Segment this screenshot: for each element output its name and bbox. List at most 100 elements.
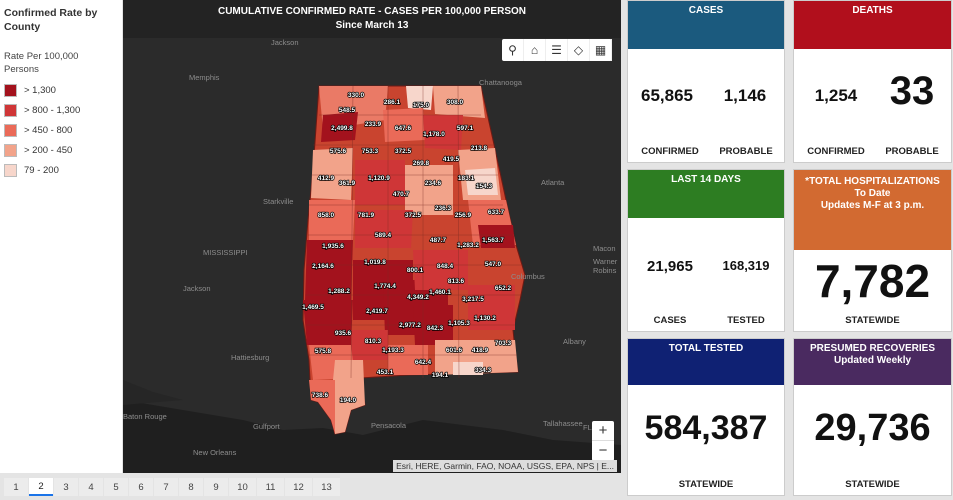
page-tab-4[interactable]: 4 [79,478,103,496]
county-rate-label[interactable]: 361.9 [338,179,356,187]
cases-probable-value: 1,146 [723,86,767,105]
county-rate-label[interactable]: 597.1 [456,124,474,132]
county-rate-label[interactable]: 1,283.2 [456,241,479,249]
county-rate-label[interactable]: 652.2 [494,284,512,292]
legend-item: 79 - 200 [4,160,118,180]
page-tab-3[interactable]: 3 [54,478,78,496]
page-tab-5[interactable]: 5 [104,478,128,496]
county-rate-label[interactable]: 1,120.9 [367,174,390,182]
county-rate-label[interactable]: 633.7 [487,208,505,216]
county-rate-label[interactable]: 1,288.2 [327,287,350,295]
county-rate-label[interactable]: 1,130.2 [473,314,496,322]
page-tab-10[interactable]: 10 [229,478,256,496]
county-rate-label[interactable]: 334.3 [474,366,492,374]
page-tab-12[interactable]: 12 [285,478,312,496]
page-tab-6[interactable]: 6 [129,478,153,496]
page-tab-9[interactable]: 9 [204,478,228,496]
county-rate-label[interactable]: 175.0 [412,101,430,109]
county-rate-label[interactable]: 842.3 [426,324,444,332]
county-rate-label[interactable]: 4,349.2 [406,293,429,301]
county-rate-label[interactable]: 233.9 [364,120,382,128]
page-tab-8[interactable]: 8 [179,478,203,496]
cases-card-header: CASES [628,1,784,49]
county-rate-label[interactable]: 1,178.0 [422,130,445,138]
page-tab-2[interactable]: 2 [29,478,53,496]
total-tested-card: TOTAL TESTED 584,387 STATEWIDE [627,338,785,496]
map-title-line2: Since March 13 [335,20,409,31]
county-rate-label[interactable]: 453.1 [376,368,394,376]
county-rate-label[interactable]: 703.3 [494,339,512,347]
county-rate-label[interactable]: 858.0 [317,211,335,219]
map-attribution[interactable]: Esri, HERE, Garmin, FAO, NOAA, USGS, EPA… [393,460,617,472]
place-label: Columbus [511,272,545,281]
zoom-out-button[interactable]: − [598,442,608,459]
list-icon[interactable]: ☰ [546,39,568,61]
hospitalizations-header: *TOTAL HOSPITALIZATIONS To Date Updates … [794,170,951,250]
map-view[interactable]: 330.0 548.5 286.1 175.0 308.0 2,499.8 233.9 647… [123,0,621,473]
search-icon[interactable]: ⚲ [502,39,524,61]
page-tab-11[interactable]: 11 [257,478,284,496]
county-rate-label[interactable]: 800.1 [406,266,424,274]
county-rate-label[interactable]: 810.3 [364,337,382,345]
county-rate-label[interactable]: 813.6 [447,277,465,285]
county-rate-label[interactable]: 1,774.4 [373,282,396,290]
page-tab-1[interactable]: 1 [4,478,28,496]
county-rate-label[interactable]: 589.4 [374,231,392,239]
home-icon[interactable]: ⌂ [524,39,546,61]
county-rate-label[interactable]: 234.6 [424,179,442,187]
county-rate-label[interactable]: 470.7 [392,190,410,198]
county-rate-label[interactable]: 418.9 [471,346,489,354]
county-rate-label[interactable]: 487.7 [429,236,447,244]
county-rate-label[interactable]: 286.1 [383,98,401,106]
zoom-in-button[interactable]: + [592,421,614,441]
county-rate-label[interactable]: 269.8 [412,159,430,167]
county-rate-label[interactable]: 194.0 [339,396,357,404]
county-rate-label[interactable]: 935.6 [334,329,352,337]
county-rate-label[interactable]: 372.5 [394,147,412,155]
county-rate-label[interactable]: 575.6 [329,147,347,155]
county-rate-label[interactable]: 575.8 [314,347,332,355]
county-rate-label[interactable]: 647.6 [394,124,412,132]
county-rate-label[interactable]: 2,164.6 [311,262,334,270]
map-canvas[interactable]: 330.0 548.5 286.1 175.0 308.0 2,499.8 233.9 647… [123,0,621,473]
county-rate-label[interactable]: 372.5 [404,211,422,219]
county-rate-label[interactable]: 601.6 [445,346,463,354]
county-rate-label[interactable]: 183.1 [457,174,475,182]
county-rate-label[interactable]: 781.9 [357,211,375,219]
county-rate-label[interactable]: 256.9 [454,211,472,219]
county-rate-label[interactable]: 1,935.6 [321,242,344,250]
county-rate-label[interactable]: 548.5 [338,106,356,114]
county-rate-label[interactable]: 2,419.7 [365,307,388,315]
legend-title-line2: County [4,21,41,33]
county-rate-label[interactable]: 330.0 [347,91,365,99]
county-rate-label[interactable]: 642.4 [414,358,432,366]
county-rate-label[interactable]: 194.1 [431,371,449,379]
county-rate-label[interactable]: 308.0 [446,98,464,106]
legend-item: > 450 - 800 [4,120,118,140]
page-tab-13[interactable]: 13 [313,478,340,496]
county-rate-label[interactable]: 738.6 [311,391,329,399]
legend-swatch [4,83,17,97]
county-rate-label[interactable]: 2,977.2 [398,321,421,329]
layers-icon[interactable]: ◇ [568,39,590,61]
county-rate-label[interactable]: 3,217.5 [461,295,484,303]
county-rate-label[interactable]: 236.3 [434,204,452,212]
county-rate-label[interactable]: 213.8 [470,144,488,152]
county-rate-label[interactable]: 419.5 [442,155,460,163]
county-rate-label[interactable]: 1,563.7 [481,236,504,244]
county-rate-label[interactable]: 848.4 [436,262,454,270]
county-rate-label[interactable]: 1,019.8 [363,258,386,266]
county-rate-label[interactable]: 1,105.3 [447,319,470,327]
county-rate-label[interactable]: 1,460.1 [428,288,451,296]
county-rate-label[interactable]: 753.3 [361,147,379,155]
county-rate-label[interactable]: 1,193.3 [381,346,404,354]
county-rate-label[interactable]: 547.0 [484,260,502,268]
page-tab-7[interactable]: 7 [154,478,178,496]
legend-subtitle-line2: Persons [4,64,39,75]
recoveries-card: PRESUMED RECOVERIES Updated Weekly 29,73… [793,338,952,496]
county-rate-label[interactable]: 412.9 [317,174,335,182]
county-rate-label[interactable]: 2,499.8 [330,124,353,132]
county-rate-label[interactable]: 1,469.5 [301,303,324,311]
qr-icon[interactable]: ▦ [590,39,612,61]
county-rate-label[interactable]: 154.3 [475,182,493,190]
